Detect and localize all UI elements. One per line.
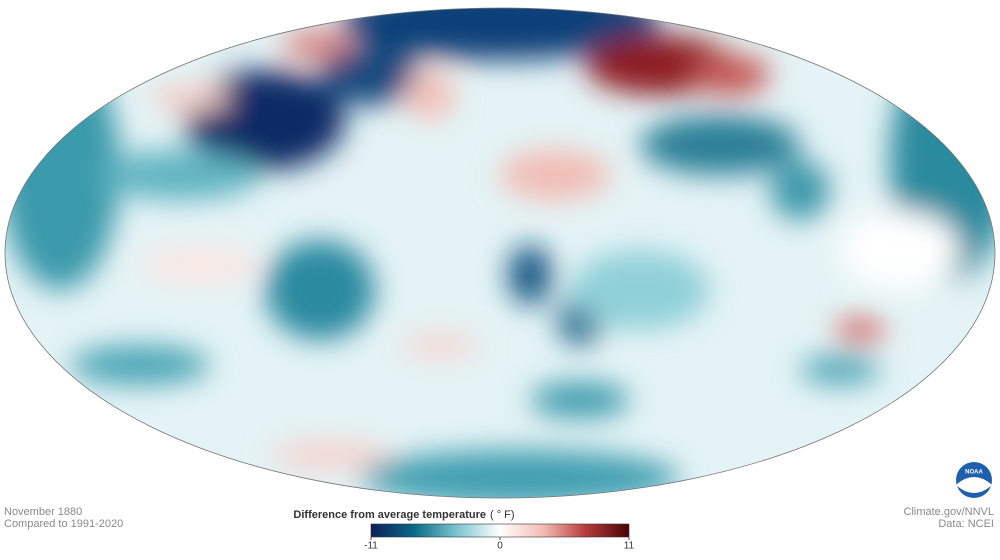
legend-unit: ( ° F): [490, 509, 515, 521]
baseline: Compared to 1991-2020: [4, 518, 123, 530]
tick-label: 11: [624, 541, 635, 552]
tick-label: 0: [497, 541, 503, 552]
noaa-logo: NOAA: [956, 462, 992, 498]
logo-text: NOAA: [965, 470, 983, 476]
source: Climate.gov/NNVL: [904, 506, 994, 518]
data-credit: Data: NCEI: [938, 518, 994, 530]
tick-label: -11: [364, 541, 378, 552]
date: November 1880: [4, 506, 82, 518]
color-bar: [370, 523, 630, 538]
legend-title: Difference from average temperature: [293, 509, 486, 521]
legend: Difference from average temperature ( ° …: [293, 509, 630, 538]
globe-outline: [4, 7, 996, 499]
